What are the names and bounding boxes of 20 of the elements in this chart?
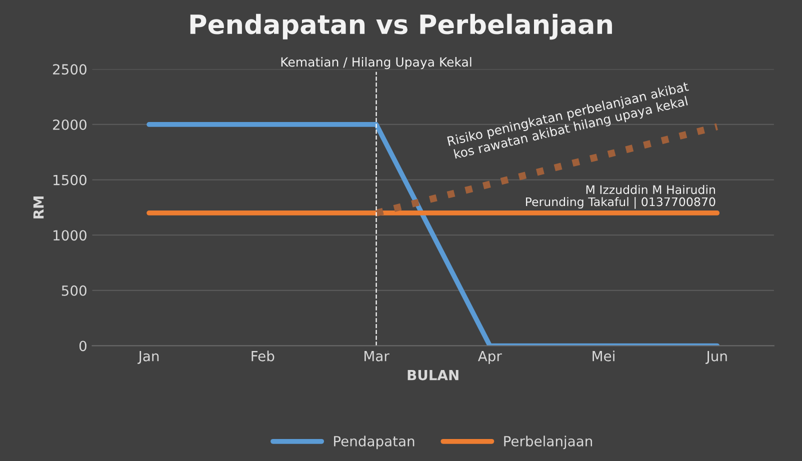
x-tick-label: Mar xyxy=(364,351,390,362)
y-tick-label: 500 xyxy=(62,285,86,296)
y-tick-label: 2500 xyxy=(53,64,86,75)
y-tick-label: 1000 xyxy=(54,230,86,241)
y-axis-title: RM xyxy=(33,196,44,218)
x-tick-label: Jan xyxy=(138,351,159,364)
y-tick-label: 1500 xyxy=(54,174,86,186)
annotation: Perunding Takaful | 0137700870 xyxy=(526,197,716,209)
y-tick-label: 2000 xyxy=(53,119,86,130)
x-tick-label: Mei xyxy=(592,350,614,362)
x-tick-label: Feb xyxy=(252,350,274,362)
chart-title: Pendapatan vs Perbelanjaan xyxy=(190,14,612,40)
legend-label: Perbelanjaan xyxy=(504,436,592,450)
x-axis-title: BULAN xyxy=(408,370,458,380)
legend-label: Pendapatan xyxy=(334,436,414,450)
ref-line-label: Kematian / Hilang Upaya Kekal xyxy=(281,57,472,70)
x-tick-label: Apr xyxy=(478,351,502,364)
annotation: M Izzuddin M Hairudin xyxy=(586,184,715,194)
y-tick-label: 0 xyxy=(79,340,86,352)
x-tick-label: Jun xyxy=(706,351,727,364)
